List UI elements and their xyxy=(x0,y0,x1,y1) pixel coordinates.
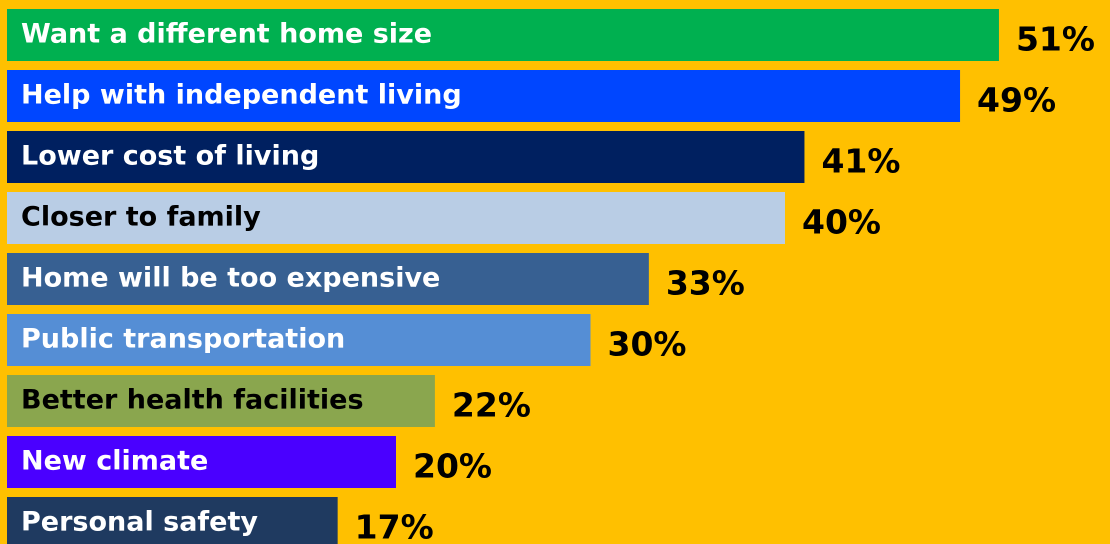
bar xyxy=(7,497,338,544)
bar xyxy=(7,131,805,183)
bar-label: Home will be too expensive xyxy=(21,263,440,294)
value-label: 41% xyxy=(821,142,900,181)
bar xyxy=(7,192,785,244)
value-label: 30% xyxy=(608,325,687,364)
bar xyxy=(7,436,396,488)
value-label: 17% xyxy=(355,508,434,544)
bar-label: Personal safety xyxy=(21,507,258,538)
value-label: 40% xyxy=(802,203,881,242)
bar-label: Better health facilities xyxy=(21,385,364,416)
bar-label: New climate xyxy=(21,446,208,477)
value-label: 33% xyxy=(666,264,745,303)
bar-label: Lower cost of living xyxy=(21,141,319,172)
value-label: 20% xyxy=(413,447,492,486)
value-label: 51% xyxy=(1016,20,1095,59)
bar xyxy=(7,375,435,427)
bar xyxy=(7,253,649,305)
bar xyxy=(7,9,999,61)
bar xyxy=(7,70,961,122)
bar xyxy=(7,314,591,366)
value-label: 22% xyxy=(452,386,531,425)
bar-label: Help with independent living xyxy=(21,80,462,111)
bar-label: Want a different home size xyxy=(21,19,432,50)
bar-label: Public transportation xyxy=(21,324,345,355)
bar-label: Closer to family xyxy=(21,202,261,233)
value-label: 49% xyxy=(977,81,1056,120)
